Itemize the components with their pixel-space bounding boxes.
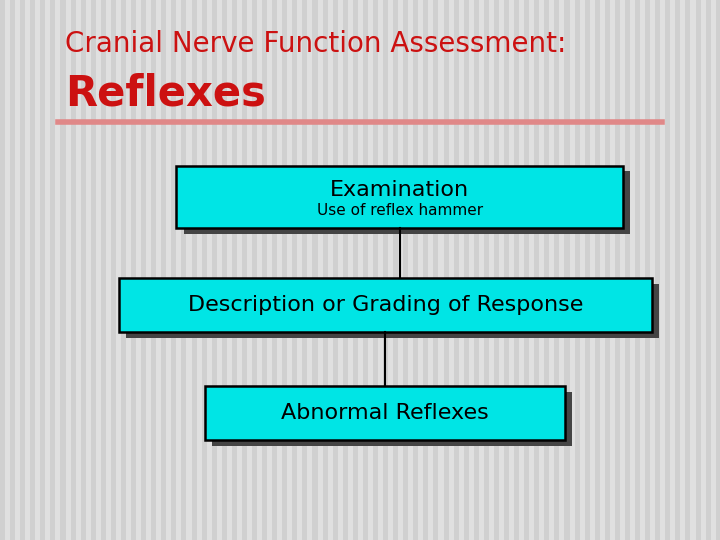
Bar [373, 0, 378, 540]
Bar [232, 0, 237, 540]
Bar [212, 0, 217, 540]
Bar [242, 0, 247, 540]
Bar [575, 0, 580, 540]
Bar [363, 0, 368, 540]
FancyBboxPatch shape [205, 386, 565, 440]
Bar [433, 0, 438, 540]
Bar [50, 0, 55, 540]
Bar [252, 0, 257, 540]
Bar [141, 0, 146, 540]
Bar [262, 0, 267, 540]
Bar [81, 0, 86, 540]
Bar [91, 0, 96, 540]
Bar [494, 0, 499, 540]
Bar [675, 0, 680, 540]
Text: Abnormal Reflexes: Abnormal Reflexes [282, 403, 489, 423]
Bar [474, 0, 479, 540]
FancyBboxPatch shape [126, 284, 659, 338]
Bar [544, 0, 549, 540]
Bar [564, 0, 570, 540]
Bar [10, 0, 15, 540]
Bar [312, 0, 318, 540]
Bar [585, 0, 590, 540]
Bar [524, 0, 529, 540]
FancyBboxPatch shape [184, 172, 630, 233]
Bar [514, 0, 519, 540]
Bar [484, 0, 489, 540]
Bar [665, 0, 670, 540]
Bar [40, 0, 45, 540]
Bar [554, 0, 559, 540]
Bar [353, 0, 358, 540]
FancyBboxPatch shape [212, 392, 572, 446]
Bar [605, 0, 610, 540]
Bar [151, 0, 156, 540]
Bar [655, 0, 660, 540]
Bar [272, 0, 277, 540]
Bar [222, 0, 227, 540]
Bar [30, 0, 35, 540]
Bar [706, 0, 711, 540]
Bar [292, 0, 297, 540]
Bar [20, 0, 25, 540]
Bar [504, 0, 509, 540]
Bar [383, 0, 388, 540]
Bar [413, 0, 418, 540]
Bar [635, 0, 640, 540]
Bar [595, 0, 600, 540]
Bar [625, 0, 630, 540]
Bar [716, 0, 720, 540]
Bar [343, 0, 348, 540]
Bar [161, 0, 166, 540]
Bar [423, 0, 428, 540]
Bar [121, 0, 126, 540]
Bar [101, 0, 106, 540]
Bar [111, 0, 116, 540]
Bar [71, 0, 76, 540]
FancyBboxPatch shape [119, 278, 652, 332]
Bar [333, 0, 338, 540]
Bar [685, 0, 690, 540]
Text: Description or Grading of Response: Description or Grading of Response [187, 295, 583, 315]
Text: Reflexes: Reflexes [65, 73, 266, 115]
Bar [534, 0, 539, 540]
Bar [444, 0, 449, 540]
Bar [282, 0, 287, 540]
Bar [615, 0, 620, 540]
Bar [464, 0, 469, 540]
Bar [131, 0, 136, 540]
Bar [323, 0, 328, 540]
Bar [192, 0, 197, 540]
FancyBboxPatch shape [176, 166, 623, 228]
Bar [302, 0, 307, 540]
Bar [171, 0, 176, 540]
Bar [393, 0, 398, 540]
Bar [454, 0, 459, 540]
Bar [181, 0, 186, 540]
Bar [403, 0, 408, 540]
Text: Cranial Nerve Function Assessment:: Cranial Nerve Function Assessment: [65, 30, 566, 58]
Bar [60, 0, 66, 540]
Bar [0, 0, 5, 540]
Bar [645, 0, 650, 540]
Bar [202, 0, 207, 540]
Text: Examination: Examination [330, 180, 469, 200]
Text: Use of reflex hammer: Use of reflex hammer [317, 203, 482, 218]
Bar [696, 0, 701, 540]
